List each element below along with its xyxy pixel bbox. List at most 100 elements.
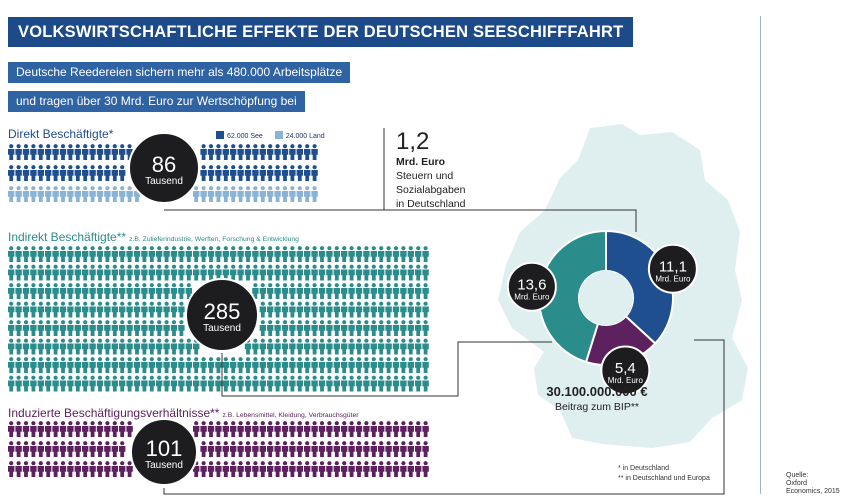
person-icon-induziert [30, 421, 37, 437]
person-icon-direkt [111, 186, 118, 202]
person-icon-indirekt [45, 357, 52, 373]
person-icon-direkt [74, 165, 81, 181]
person-icon-direkt [267, 144, 274, 160]
person-icon-indirekt [326, 283, 333, 299]
person-icon-direkt [311, 165, 318, 181]
person-icon-indirekt [252, 357, 259, 373]
source-note: Quelle: Oxford Economics, 2015 [786, 472, 840, 496]
person-icon-indirekt [96, 264, 104, 281]
person-icon-indirekt [407, 246, 414, 262]
person-icon-indirekt [348, 301, 355, 318]
person-icon-direkt [311, 144, 318, 160]
person-icon-indirekt [30, 375, 37, 392]
person-icon-indirekt [341, 264, 348, 281]
person-icon-direkt [237, 165, 244, 181]
person-icon-indirekt [37, 283, 44, 299]
person-icon-indirekt [363, 320, 370, 336]
person-icon-indirekt [81, 357, 89, 373]
person-icon-induziert [74, 421, 81, 437]
separator-line [760, 16, 761, 494]
person-icon-induziert [81, 441, 89, 457]
person-icon-indirekt [89, 283, 96, 299]
person-icon-direkt [259, 186, 266, 202]
person-icon-indirekt [89, 264, 96, 281]
person-icon-indirekt [407, 301, 414, 318]
person-icon-induziert [229, 441, 237, 457]
person-icon-indirekt [274, 283, 281, 299]
person-icon-indirekt [370, 338, 377, 355]
person-icon-indirekt [133, 283, 141, 299]
person-icon-direkt [229, 165, 237, 181]
person-icon-induziert [267, 441, 274, 457]
person-icon-indirekt [163, 301, 170, 318]
person-icon-direkt [222, 165, 229, 181]
footnote-2: ** in Deutschland und Europa [618, 475, 710, 482]
person-icon-indirekt [96, 357, 104, 373]
person-icon-indirekt [326, 264, 333, 281]
person-icon-indirekt [355, 283, 363, 299]
person-icon-indirekt [52, 264, 59, 281]
person-icon-indirekt [281, 357, 289, 373]
person-icon-indirekt [133, 264, 141, 281]
person-icon-indirekt [326, 375, 333, 392]
person-icon-induziert [355, 461, 363, 477]
person-icon-indirekt [422, 338, 429, 355]
person-icon-indirekt [37, 338, 44, 355]
person-icon-indirekt [192, 375, 200, 392]
person-icon-indirekt [378, 301, 385, 318]
section-title-induziert: Induzierte Beschäftigungsverhältnisse** z… [8, 406, 359, 420]
person-icon-indirekt [237, 264, 244, 281]
person-icon-indirekt [333, 264, 340, 281]
person-icon-indirekt [89, 320, 96, 336]
person-icon-indirekt [104, 320, 111, 336]
person-icon-indirekt [30, 264, 37, 281]
person-icon-indirekt [222, 375, 229, 392]
person-icon-induziert [244, 421, 252, 437]
person-icon-indirekt [333, 246, 340, 262]
person-icon-indirekt [237, 357, 244, 373]
person-icon-induziert [30, 441, 37, 457]
person-icon-indirekt [392, 357, 400, 373]
person-icon-direkt [274, 165, 281, 181]
person-icon-indirekt [281, 264, 289, 281]
person-icon-indirekt [52, 246, 59, 262]
person-icon-indirekt [348, 246, 355, 262]
person-icon-indirekt [296, 283, 303, 299]
person-icon-induziert [415, 421, 422, 437]
person-icon-indirekt [318, 375, 326, 392]
person-icon-direkt [215, 186, 222, 202]
person-icon-indirekt [118, 357, 126, 373]
person-icon-induziert [89, 461, 96, 477]
person-icon-direkt [222, 144, 229, 160]
person-icon-indirekt [81, 338, 89, 355]
person-icon-direkt [215, 144, 222, 160]
person-icon-induziert [326, 461, 333, 477]
person-icon-induziert [355, 441, 363, 457]
bubble-induziert-unit: Tausend [145, 460, 183, 471]
person-icon-indirekt [81, 375, 89, 392]
person-icon-indirekt [118, 375, 126, 392]
person-icon-induziert [289, 421, 296, 437]
person-icon-indirekt [341, 357, 348, 373]
person-icon-indirekt [15, 320, 22, 336]
person-icon-induziert [52, 421, 59, 437]
person-icon-indirekt [126, 375, 133, 392]
person-icon-indirekt [155, 338, 163, 355]
person-icon-induziert [289, 441, 296, 457]
person-icon-indirekt [326, 246, 333, 262]
person-icon-indirekt [67, 283, 74, 299]
person-icon-indirekt [22, 264, 30, 281]
person-icon-indirekt [259, 264, 266, 281]
person-icon-induziert [400, 441, 407, 457]
person-icon-induziert [207, 461, 215, 477]
person-icon-indirekt [81, 283, 89, 299]
person-icon-indirekt [148, 320, 155, 336]
person-icon-direkt [118, 165, 126, 181]
person-icon-indirekt [7, 264, 15, 281]
person-icon-indirekt [52, 320, 59, 336]
person-icon-indirekt [126, 338, 133, 355]
person-icon-indirekt [52, 375, 59, 392]
person-icon-indirekt [267, 301, 274, 318]
person-icon-indirekt [15, 375, 22, 392]
